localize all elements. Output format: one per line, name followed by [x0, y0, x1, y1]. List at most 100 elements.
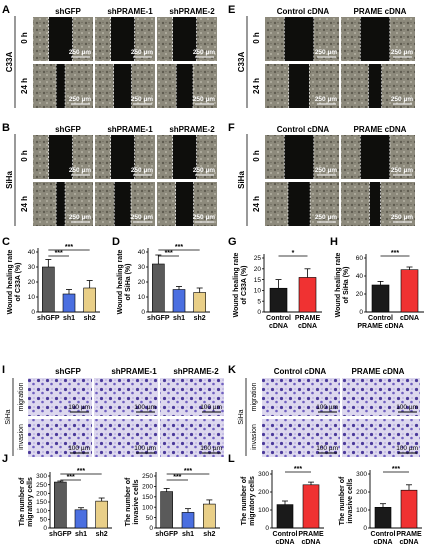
scale-bar-label: 250 µm	[69, 49, 91, 56]
scale-bar-label: 250 µm	[131, 167, 153, 174]
bar	[42, 266, 55, 313]
significance-label: ***	[392, 466, 400, 473]
y-tick-label: 100	[356, 507, 367, 514]
y-tick-label: 100	[36, 508, 47, 515]
y-tick-label: 5	[257, 298, 261, 305]
y-tick-label: 0	[43, 525, 47, 532]
col-header-shPRAME-1: shPRAME-1	[111, 367, 157, 376]
col-header-shGFP: shGFP	[55, 7, 81, 16]
wound-image: 250 µm	[33, 182, 93, 226]
y-tick-label: 25	[254, 255, 262, 262]
bar	[54, 481, 67, 529]
transwell-image: 100 µm	[262, 378, 340, 416]
col-header-shGFP: shGFP	[55, 125, 81, 134]
x-tick-label: sh2	[194, 315, 206, 322]
panel-letter-G: G	[228, 236, 237, 248]
bar	[172, 289, 186, 313]
scale-bar-label: 250 µm	[193, 49, 215, 56]
wound-image: 250 µm	[95, 182, 155, 226]
y-axis-label: The number ofmigratory cells	[19, 477, 34, 527]
scale-bar-label: 250 µm	[69, 167, 91, 174]
y-tick-label: 250	[36, 482, 47, 489]
bar-charts: 0 10 20 30 40 Wound healing rateof C33A (%) sh…	[7, 244, 424, 546]
panel-letter-H: H	[330, 236, 338, 248]
wound-image: 250 µm	[157, 64, 217, 108]
y-tick-label: 300	[36, 473, 47, 480]
significance-label: *	[292, 250, 295, 257]
y-axis-label: The number ofinvasive cells	[125, 477, 140, 526]
transwell-image: 100 µm	[94, 419, 158, 457]
bar	[74, 509, 88, 529]
chart-C: 0 10 20 30 40 Wound healing rateof C33A (%) sh…	[7, 244, 100, 322]
panel-letter-K: K	[228, 364, 236, 376]
bar	[302, 484, 320, 529]
row-label-migration: migration	[251, 383, 258, 412]
row-label-migration: migration	[18, 383, 25, 412]
panel-letter-B: B	[2, 122, 10, 134]
y-tick-label: 200	[36, 491, 47, 498]
y-tick-label: 60	[356, 255, 364, 262]
y-tick-label: 10	[254, 288, 262, 295]
row-label-cell-C33A: C33A	[237, 52, 246, 73]
bar	[400, 489, 418, 529]
row-label-cell-SiHa: SiHa	[237, 171, 246, 189]
transwell-image: 100 µm	[94, 378, 158, 416]
panel-letter-A: A	[2, 4, 10, 16]
scale-bar-label: 100 µm	[396, 404, 418, 411]
transwell-image: 100 µm	[28, 378, 92, 416]
scale-bar-label: 250 µm	[69, 214, 91, 221]
scale-bar-label: 100 µm	[134, 445, 156, 452]
x-tick-label: sh1	[173, 315, 185, 322]
scale-bar-label: 100 µm	[200, 445, 222, 452]
scale-bar-label: 250 µm	[391, 49, 413, 56]
wound-image: 250 µm	[33, 135, 93, 179]
wound-image: 250 µm	[265, 135, 339, 179]
transwell-image: 100 µm	[28, 419, 92, 457]
scale-bar-label: 100 µm	[200, 404, 222, 411]
significance-label: ***	[67, 474, 75, 481]
panel-A-wound-images: shGFP shPRAME-1 shPRAME-2 C33A 0 h 24 h …	[5, 7, 217, 108]
row-label-cell-C33A: C33A	[5, 52, 14, 73]
y-tick-label: 30	[28, 264, 36, 271]
y-tick-label: 15	[254, 277, 262, 284]
scale-bar-label: 250 µm	[315, 96, 337, 103]
y-axis-label: Wound healing rateof C33A (%)	[233, 252, 248, 317]
scale-bar-label: 100 µm	[316, 404, 338, 411]
y-axis-label: Wound healing rateof SiHa (%)	[335, 252, 350, 317]
wound-image: 250 µm	[341, 17, 415, 61]
x-tick-label: sh2	[203, 531, 215, 538]
scale-bar-label: 250 µm	[193, 214, 215, 221]
y-tick-label: 40	[138, 249, 146, 256]
x-tick-label: Control cDNA	[371, 531, 396, 546]
col-header-control-cDNA: Control cDNA	[274, 367, 327, 376]
panel-letter-L: L	[228, 453, 235, 465]
row-label-invasion: invasion	[18, 424, 25, 450]
y-tick-label: 300	[258, 471, 269, 478]
scale-bar-label: 250 µm	[315, 214, 337, 221]
y-tick-label: 200	[142, 484, 153, 491]
x-tick-label: Control cDNA	[266, 315, 291, 330]
bar	[160, 491, 173, 529]
significance-label: ***	[391, 250, 399, 257]
x-tick-label: shGFP	[155, 531, 178, 538]
bar	[203, 503, 216, 529]
scale-bar-label: 100 µm	[68, 404, 90, 411]
scale-bar-label: 250 µm	[193, 96, 215, 103]
y-tick-label: 50	[40, 517, 48, 524]
panel-I-transwell-images: shGFP shPRAME-1 shPRAME-2 SiHa migration…	[5, 367, 224, 457]
bar	[152, 263, 165, 313]
panel-F-wound-images: Control cDNA PRAME cDNA SiHa 0 h 24 h 25…	[237, 125, 415, 226]
y-tick-label: 200	[258, 489, 269, 496]
panel-K-transwell-images: Control cDNA PRAME cDNA SiHa migration i…	[238, 367, 420, 457]
y-tick-label: 10	[28, 294, 36, 301]
col-header-PRAME-cDNA: PRAME cDNA	[354, 125, 407, 134]
wound-image: 250 µm	[265, 182, 339, 226]
x-tick-label: PRAME cDNA	[396, 531, 422, 546]
scale-bar-label: 100 µm	[316, 445, 338, 452]
wound-image: 250 µm	[341, 182, 415, 226]
panel-letter-D: D	[112, 236, 120, 248]
bar	[371, 284, 390, 313]
